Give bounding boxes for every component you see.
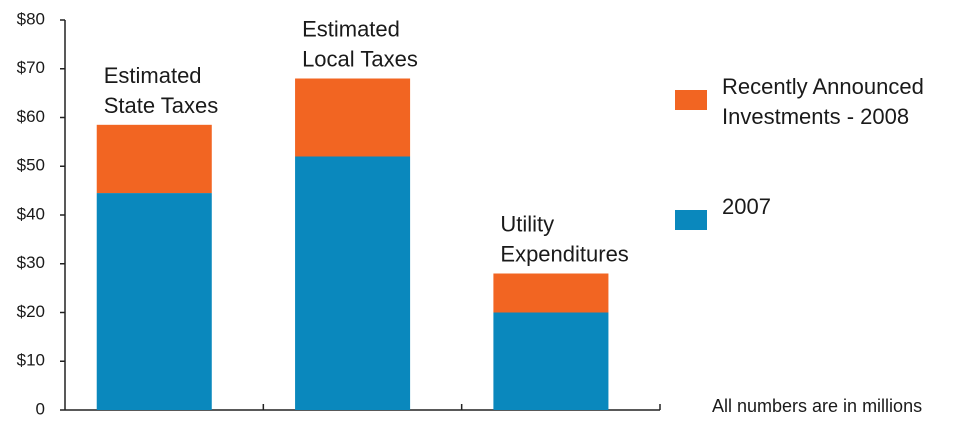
y-tick-label: $80 [17,9,45,28]
y-tick-label: $50 [17,156,45,175]
y-tick-label: $70 [17,58,45,77]
y-tick-label: $60 [17,107,45,126]
bar-segment [295,156,411,410]
y-tick-label: $10 [17,351,45,370]
y-tick-label: $20 [17,302,45,321]
legend-label: 2007 [722,194,771,219]
category-label: Utility Expenditures [500,212,628,267]
y-tick-label: $40 [17,204,45,223]
category-label: Estimated Local Taxes [302,17,418,72]
bar-segment [493,273,609,313]
bar-segment [96,193,212,410]
category-label: Estimated State Taxes [104,63,219,118]
y-tick-label: 0 [36,399,45,418]
legend-swatch [675,210,707,230]
bar-segment [96,124,212,194]
legend-label: Recently Announced Investments - 2008 [722,74,924,129]
annotation: All numbers are in millions [712,396,922,416]
legend-swatch [675,90,707,110]
bar-segment [295,78,411,157]
y-tick-label: $30 [17,253,45,272]
bar-segment [493,312,609,410]
